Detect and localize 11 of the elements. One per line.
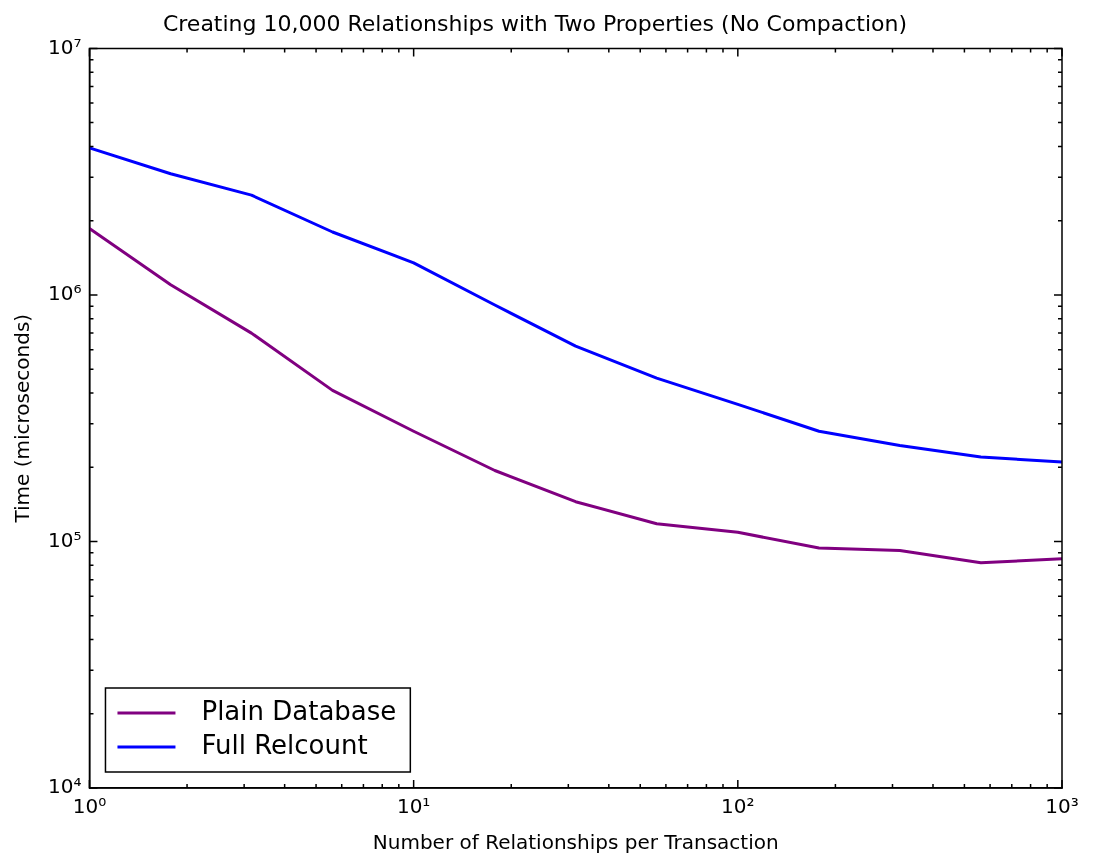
legend-label: Full Relcount xyxy=(201,729,368,760)
y-axis-title: Time (microseconds) xyxy=(10,313,35,524)
y-tick-label: 10⁵ xyxy=(48,527,82,552)
x-tick-label: 10² xyxy=(721,794,755,819)
chart-title: Creating 10,000 Relationships with Two Properties (No Compaction) xyxy=(162,10,908,36)
x-tick-label: 10³ xyxy=(1045,794,1079,819)
x-tick-label: 10¹ xyxy=(396,794,431,819)
x-axis-title: Number of Relationships per Transaction xyxy=(372,830,779,855)
y-tick-label: 10⁶ xyxy=(48,281,82,306)
legend-label: Plain Database xyxy=(201,695,397,726)
y-tick-label: 10⁷ xyxy=(48,34,82,59)
